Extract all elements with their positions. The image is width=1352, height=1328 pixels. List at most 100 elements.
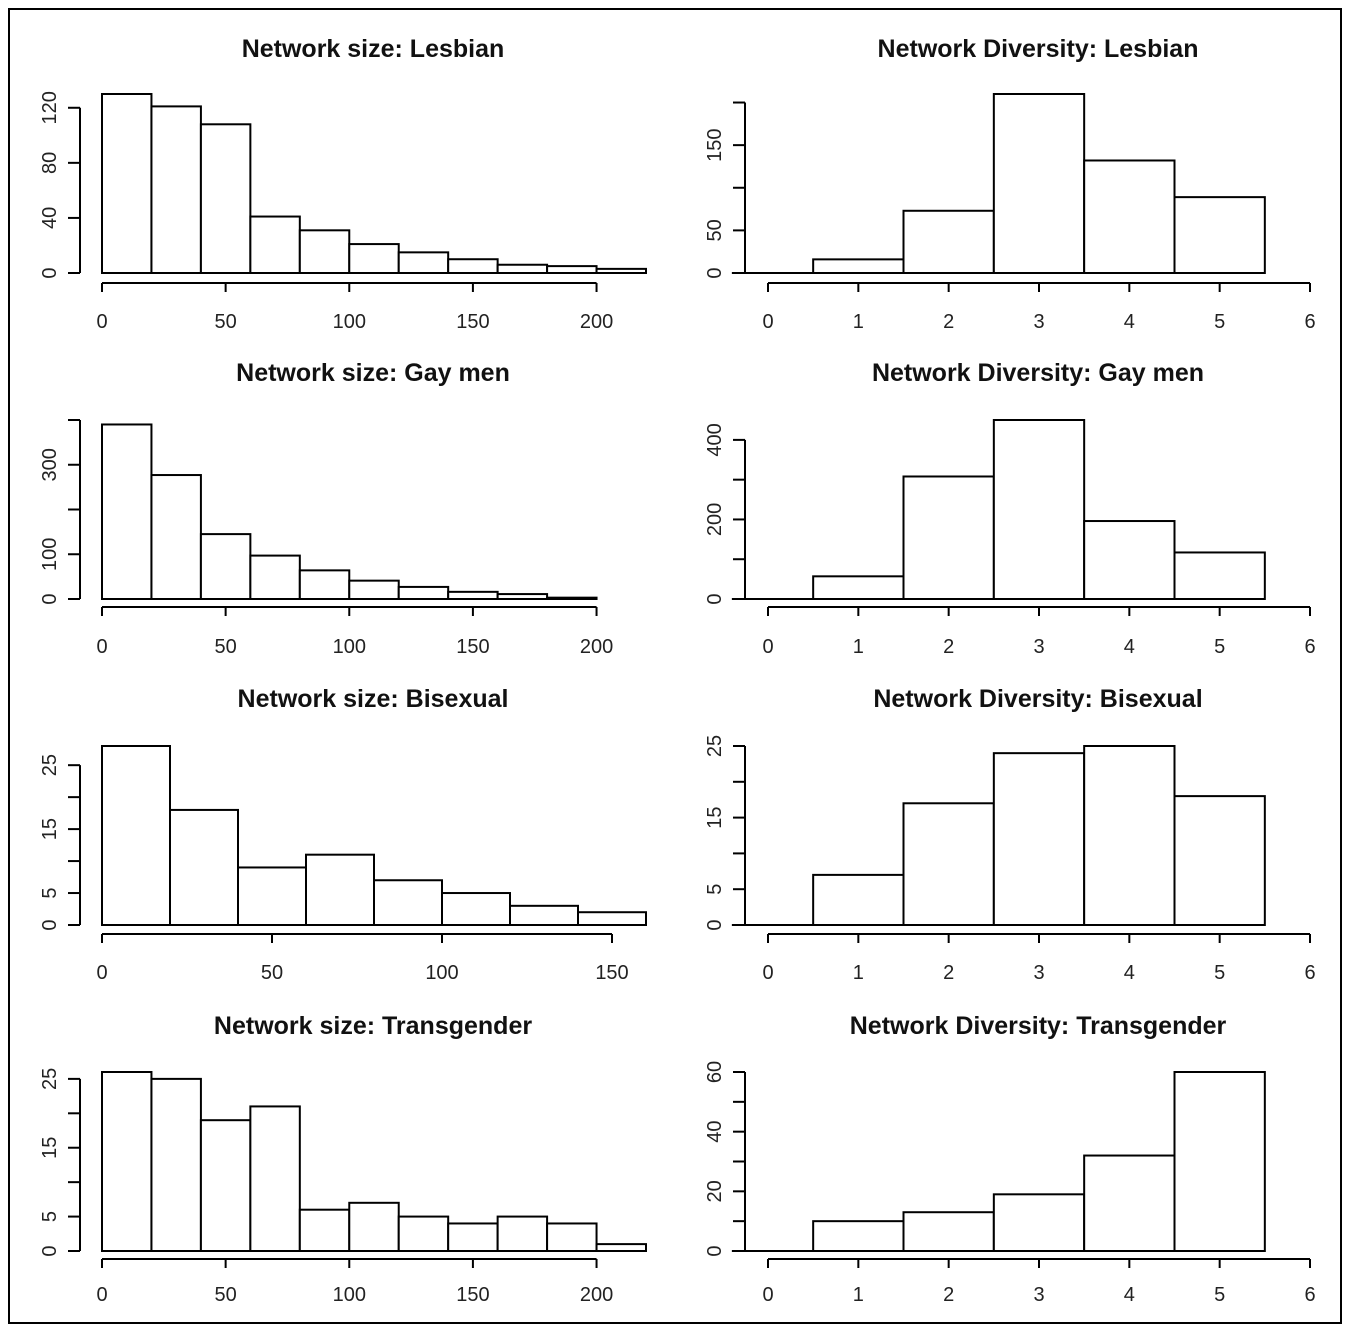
chart-7-bar-5: [298, 1208, 351, 1252]
chart-6-x-tick-label-5: 4: [1124, 962, 1135, 984]
chart-6-y-tick-label-3: 15: [704, 806, 726, 828]
chart-2-y-tick-label-3: 150: [704, 128, 726, 161]
chart-4-y-tick-label-1: 0: [704, 593, 726, 604]
chart-6-title: Network Diversity: Bisexual: [873, 685, 1202, 713]
chart-8-bar-5: [1083, 1154, 1176, 1252]
chart-3-y-tick-label-1: 0: [39, 593, 61, 604]
chart-5-bar-4: [305, 853, 375, 927]
chart-8-x-tick-label-2: 1: [853, 1284, 864, 1306]
chart-6-x-tick-label-2: 1: [853, 962, 864, 984]
chart-4-bar-4: [992, 419, 1086, 600]
chart-2-bar-5: [1083, 159, 1176, 274]
chart-5-y-tick-label-3: 15: [39, 818, 61, 840]
chart-4-x-tick-label-3: 2: [943, 636, 954, 658]
chart-4-x-tick-label-1: 0: [762, 636, 773, 658]
chart-6-x-tick-label-3: 2: [943, 962, 954, 984]
chart-7-y-tick-label-4: 25: [39, 1068, 61, 1090]
chart-5-bar-6: [441, 892, 511, 926]
chart-1-title: Network size: Lesbian: [242, 35, 505, 63]
chart-1-bar-9: [496, 263, 549, 275]
chart-1-bar-11: [595, 267, 648, 275]
chart-5-bar-2: [169, 808, 239, 927]
chart-2-bar-2: [812, 258, 905, 275]
chart-2-bar-3: [902, 209, 995, 274]
chart-7-bar-6: [348, 1201, 400, 1253]
chart-5-x-tick-label-4: 150: [595, 962, 628, 984]
chart-4-y-tick-label-3: 400: [704, 423, 726, 456]
chart-1-x-tick-label-4: 150: [456, 311, 489, 333]
chart-2-x-tick-label-3: 2: [943, 311, 954, 333]
chart-6-bar-5: [1083, 745, 1176, 926]
chart-1-bar-7: [397, 251, 450, 275]
chart-7-bar-9: [496, 1215, 549, 1252]
chart-8-bar-3: [902, 1211, 995, 1253]
chart-2-title: Network Diversity: Lesbian: [878, 35, 1199, 63]
chart-6-bar-4: [992, 752, 1086, 926]
chart-8-x-tick-label-3: 2: [943, 1284, 954, 1306]
chart-3-bar-8: [447, 590, 499, 601]
chart-4-bar-6: [1173, 551, 1266, 601]
chart-3-bar-10: [546, 596, 598, 600]
chart-2-x-tick-label-6: 5: [1214, 311, 1225, 333]
figure-frame: [8, 8, 1342, 1324]
chart-3-bar-3: [199, 533, 252, 600]
chart-4-title: Network Diversity: Gay men: [872, 359, 1204, 387]
chart-7-bar-1: [101, 1071, 153, 1252]
chart-7-x-tick-label-4: 150: [456, 1284, 489, 1306]
chart-4-x-tick-label-5: 4: [1124, 636, 1135, 658]
chart-3-bar-7: [397, 585, 450, 600]
chart-3-x-tick-label-3: 100: [333, 636, 366, 658]
chart-1-bar-5: [298, 229, 351, 274]
chart-8-title: Network Diversity: Transgender: [850, 1012, 1227, 1040]
chart-4-y-tick-label-2: 200: [704, 503, 726, 536]
chart-6-x-tick-label-4: 3: [1033, 962, 1044, 984]
chart-5-bar-7: [509, 904, 579, 926]
chart-1-x-tick-label-3: 100: [333, 311, 366, 333]
chart-2-x-tick-label-4: 3: [1033, 311, 1044, 333]
chart-1-y-tick-label-1: 0: [39, 267, 61, 278]
chart-1-bar-3: [199, 123, 252, 274]
chart-2-x-tick-label-1: 0: [762, 311, 773, 333]
chart-7-x-tick-label-1: 0: [96, 1284, 107, 1306]
chart-4-x-tick-label-2: 1: [853, 636, 864, 658]
chart-1-bar-10: [546, 265, 598, 275]
chart-4-x-tick-label-4: 3: [1033, 636, 1044, 658]
chart-8-x-tick-label-1: 0: [762, 1284, 773, 1306]
chart-1-bar-4: [249, 215, 301, 275]
chart-3-bar-5: [298, 569, 351, 600]
chart-7-y-tick-label-2: 5: [39, 1211, 61, 1222]
chart-5-x-tick-label-1: 0: [96, 962, 107, 984]
chart-8-y-tick-label-4: 60: [704, 1061, 726, 1083]
chart-4-x-tick-label-6: 5: [1214, 636, 1225, 658]
chart-3-bar-4: [249, 554, 301, 601]
chart-2-y-tick-label-1: 0: [704, 267, 726, 278]
chart-8-bar-4: [992, 1193, 1086, 1252]
chart-1-x-tick-label-5: 200: [580, 311, 613, 333]
chart-2-bar-6: [1173, 196, 1266, 274]
chart-7-y-tick-label-1: 0: [39, 1245, 61, 1256]
chart-6-y-tick-label-1: 0: [704, 919, 726, 930]
chart-2-bar-4: [992, 93, 1086, 274]
chart-6-x-tick-label-1: 0: [762, 962, 773, 984]
chart-5-x-tick-label-2: 50: [261, 962, 283, 984]
chart-8-y-tick-label-3: 40: [704, 1121, 726, 1143]
chart-8-x-tick-label-5: 4: [1124, 1284, 1135, 1306]
chart-3-y-tick-label-2: 100: [39, 538, 61, 571]
chart-1-bar-2: [150, 105, 202, 275]
chart-1-y-tick-label-2: 40: [39, 207, 61, 229]
chart-7-x-tick-label-5: 200: [580, 1284, 613, 1306]
chart-1-y-tick-label-4: 120: [39, 91, 61, 124]
chart-7-title: Network size: Transgender: [214, 1012, 532, 1040]
chart-6-bar-2: [812, 873, 905, 927]
chart-8-x-tick-label-4: 3: [1033, 1284, 1044, 1306]
chart-2-y-tick-label-2: 50: [704, 219, 726, 241]
chart-7-x-tick-label-2: 50: [215, 1284, 237, 1306]
chart-6-y-tick-label-2: 5: [704, 884, 726, 895]
chart-7-bar-4: [249, 1105, 301, 1253]
chart-6-x-tick-label-7: 6: [1304, 962, 1315, 984]
chart-1-y-tick-label-3: 80: [39, 152, 61, 174]
chart-8-x-tick-label-7: 6: [1304, 1284, 1315, 1306]
chart-3-x-tick-label-1: 0: [96, 636, 107, 658]
chart-1-bar-1: [101, 93, 153, 274]
chart-7-bar-10: [546, 1222, 598, 1253]
